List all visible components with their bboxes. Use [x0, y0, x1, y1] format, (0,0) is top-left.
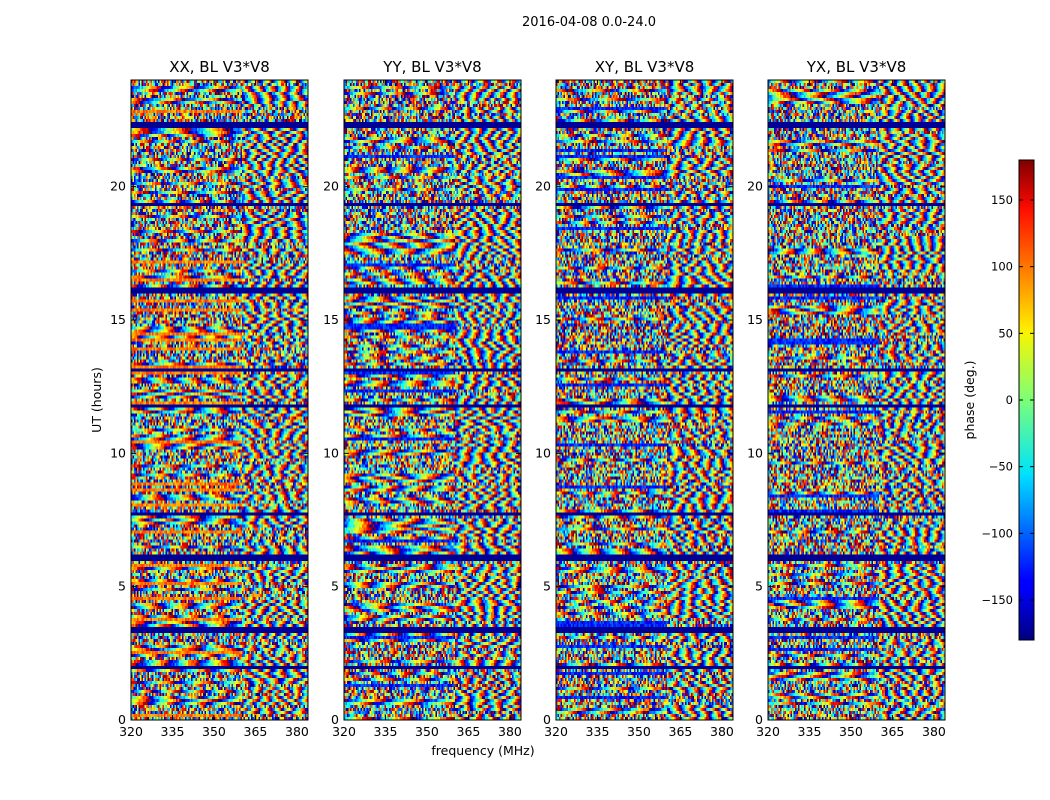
x-tick-label: 380 [710, 724, 734, 739]
panel-frame [555, 79, 734, 721]
x-tick-label: 320 [544, 724, 568, 739]
phase-map-image [344, 80, 521, 720]
panel-title: YX, BL V3*V8 [806, 58, 907, 76]
x-tick-label: 335 [374, 724, 398, 739]
colorbar-ticks: 150 100 50 0 −50 −100 −150 [981, 193, 1034, 607]
y-tick-label: 20 [110, 179, 126, 194]
y-tick-label: 5 [118, 579, 126, 594]
panel-title: YY, BL V3*V8 [382, 58, 481, 76]
phase-map-image [556, 80, 733, 720]
y-tick-label: 15 [323, 312, 339, 327]
y-tick-label: 10 [747, 445, 763, 460]
y-tick-label: 0 [331, 712, 339, 727]
x-tick-label: 380 [498, 724, 522, 739]
y-tick-label: 10 [323, 445, 339, 460]
x-tick-label: 320 [332, 724, 356, 739]
panel-frame [343, 79, 522, 721]
y-tick-label: 15 [747, 312, 763, 327]
colorbar-tick-label: −150 [981, 593, 1013, 607]
x-tick-label: 380 [922, 724, 946, 739]
y-tick-label: 5 [331, 579, 339, 594]
phase-map-image [768, 80, 945, 720]
x-tick-label: 335 [161, 724, 185, 739]
colorbar-tick-label: 0 [1006, 393, 1013, 407]
x-tick-label: 365 [457, 724, 481, 739]
y-tick-label: 0 [543, 712, 551, 727]
x-tick-label: 350 [415, 724, 439, 739]
x-tick-label: 350 [202, 724, 226, 739]
phase-map-image [131, 80, 308, 720]
x-tick-label: 350 [839, 724, 863, 739]
y-tick-label: 0 [755, 712, 763, 727]
suptitle: 2016-04-08 0.0-24.0 [522, 15, 656, 30]
colorbar-tick-label: 50 [998, 326, 1013, 340]
y-tick-label: 0 [118, 712, 126, 727]
colorbar-tick-label: −50 [989, 460, 1013, 474]
x-tick-label: 380 [285, 724, 309, 739]
y-tick-label: 5 [543, 579, 551, 594]
y-tick-label: 5 [755, 579, 763, 594]
panel-yx: YX, BL V3*V8 320 335 350 365 380 0 5 10 15 20 [747, 58, 946, 739]
y-tick-label: 20 [323, 179, 339, 194]
y-tick-label: 15 [535, 312, 551, 327]
y-tick-label: 20 [747, 179, 763, 194]
panel-yy: YY, BL V3*V8 320 335 350 365 380 0 5 10 15 20 [323, 58, 522, 739]
panel-xx: XX, BL V3*V8 320 335 350 365 380 0 5 10 15 20 [110, 58, 309, 739]
y-tick-label: 20 [535, 179, 551, 194]
colorbar-tick-label: −100 [981, 526, 1013, 540]
x-tick-label: 320 [756, 724, 780, 739]
x-tick-label: 320 [119, 724, 143, 739]
colorbar-label: phase (deg.) [962, 361, 977, 440]
y-tick-label: 15 [110, 312, 126, 327]
x-tick-label: 365 [244, 724, 268, 739]
panel-title: XX, BL V3*V8 [169, 58, 270, 76]
panel-xy: XY, BL V3*V8 320 335 350 365 380 0 5 10 15 20 [535, 58, 734, 739]
x-tick-label: 335 [798, 724, 822, 739]
x-tick-label: 365 [669, 724, 693, 739]
panel-title: XY, BL V3*V8 [595, 58, 695, 76]
panel-frame [130, 79, 309, 721]
x-tick-label: 350 [627, 724, 651, 739]
colorbar: 150 100 50 0 −50 −100 −150 phase (deg.) [962, 159, 1035, 641]
x-axis-label: frequency (MHz) [431, 743, 534, 758]
colorbar-tick-label: 100 [991, 260, 1013, 274]
y-axis-label: UT (hours) [89, 367, 104, 433]
colorbar-tick-label: 150 [991, 193, 1013, 207]
x-tick-label: 365 [881, 724, 905, 739]
x-tick-label: 335 [586, 724, 610, 739]
y-tick-label: 10 [535, 445, 551, 460]
panel-frame [767, 79, 946, 721]
y-tick-label: 10 [110, 445, 126, 460]
